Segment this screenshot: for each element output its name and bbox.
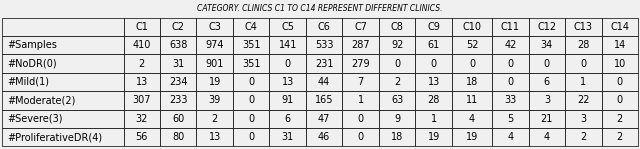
Text: CATEGORY. CLINICS C1 TO C14 REPRESENT DIFFERENT CLINICS.: CATEGORY. CLINICS C1 TO C14 REPRESENT DI…	[197, 4, 443, 13]
